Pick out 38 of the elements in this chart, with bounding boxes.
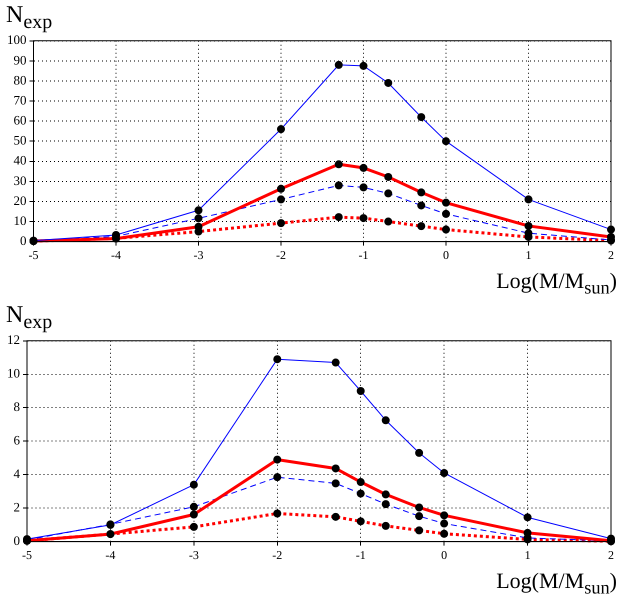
x-tick-label: -4 — [111, 248, 121, 262]
y-tick-label: 20 — [14, 192, 26, 208]
y-tick-label: 60 — [14, 112, 26, 128]
y-tick-label: 6 — [14, 432, 20, 448]
y-axis-title: N$_{exp}$ — [5, 301, 54, 333]
x-tick-label: 1 — [524, 548, 531, 562]
x-axis-title: Log(M/M$_{sun}$) — [495, 267, 618, 300]
x-tick-label: -3 — [194, 248, 204, 262]
y-tick-label: 10 — [7, 366, 20, 381]
x-tick-label: -1 — [358, 248, 368, 262]
y-tick-label: 0 — [20, 233, 26, 248]
x-axis-title: Log(M/M$_{sun}$) — [495, 567, 618, 600]
y-tick-label: 8 — [14, 399, 20, 414]
x-tick-label: -2 — [276, 248, 286, 262]
y-tick-label: 70 — [14, 92, 26, 108]
y-tick-label: 50 — [14, 132, 26, 148]
x-tick-label: 0 — [441, 548, 448, 562]
x-tick-label: 0 — [443, 248, 449, 262]
x-tick-label: -3 — [188, 548, 199, 562]
x-tick-label: -4 — [105, 548, 116, 562]
x-tick-label: -1 — [356, 548, 366, 562]
x-tick-label: -5 — [28, 248, 38, 262]
y-tick-label: 2 — [14, 500, 20, 515]
y-tick-label: 40 — [14, 152, 26, 168]
y-tick-label: 12 — [7, 332, 20, 348]
x-tick-label: 2 — [608, 548, 614, 562]
x-tick-label: -2 — [272, 548, 282, 562]
x-tick-label: 2 — [608, 248, 614, 262]
y-tick-label: 4 — [14, 466, 20, 482]
y-tick-label: 80 — [14, 72, 26, 88]
x-tick-label: -5 — [22, 548, 32, 562]
y-tick-label: 0 — [14, 533, 20, 548]
y-tick-label: 10 — [14, 212, 26, 228]
y-tick-label: 100 — [7, 32, 26, 48]
y-tick-label: 30 — [14, 172, 26, 188]
x-tick-label: 1 — [526, 248, 532, 262]
y-tick-label: 90 — [14, 52, 26, 68]
y-axis-title: N$_{exp}$ — [5, 1, 54, 33]
